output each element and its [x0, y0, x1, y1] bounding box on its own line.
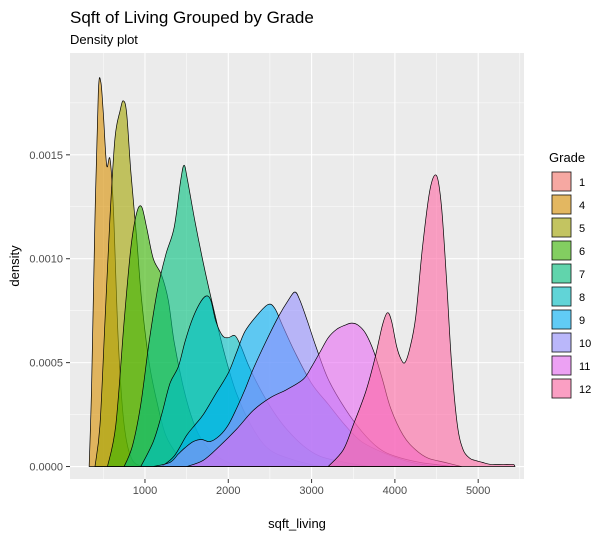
legend-label: 7 — [579, 269, 585, 281]
legend-label: 11 — [579, 361, 590, 373]
legend-item-grade-1: 1 — [551, 171, 585, 192]
legend-label: 6 — [579, 246, 585, 258]
legend-swatch — [551, 217, 572, 238]
legend-label: 1 — [579, 177, 585, 189]
y-tick-label: 0.0010 — [29, 254, 63, 266]
legend-item-grade-9: 9 — [551, 309, 585, 330]
x-tick-label: 2000 — [216, 485, 240, 497]
x-tick-label: 3000 — [299, 485, 323, 497]
legend-item-grade-6: 6 — [551, 240, 585, 261]
legend-item-grade-12: 12 — [551, 378, 591, 399]
legend-swatch — [551, 194, 572, 215]
x-axis-title: sqft_living — [268, 516, 326, 531]
y-axis: 0.0000 0.0005 0.0010 0.0015 — [29, 150, 70, 474]
y-tick-label: 0.0005 — [29, 358, 63, 370]
legend-label: 10 — [579, 338, 591, 350]
legend-item-grade-5: 5 — [551, 217, 585, 238]
legend-label: 8 — [579, 292, 585, 304]
legend-swatch — [551, 240, 572, 261]
legend-label: 5 — [579, 223, 585, 235]
legend-swatch — [551, 263, 572, 284]
legend-swatch — [551, 378, 572, 399]
legend-label: 4 — [579, 200, 585, 212]
chart-title: Sqft of Living Grouped by Grade — [70, 8, 314, 27]
density-area-grade-12 — [327, 174, 516, 467]
x-tick-label: 4000 — [383, 485, 407, 497]
legend-swatch — [551, 355, 572, 376]
legend-swatch — [551, 286, 572, 307]
chart-subtitle: Density plot — [70, 32, 138, 47]
legend-swatch — [551, 309, 572, 330]
y-tick-label: 0.0000 — [29, 462, 63, 474]
legend-swatch — [551, 332, 572, 353]
x-tick-label: 1000 — [133, 485, 157, 497]
legend: 1 4 5 6 7 8 9 10 11 12 — [551, 171, 591, 399]
density-areas — [88, 77, 516, 467]
legend-item-grade-4: 4 — [551, 194, 585, 215]
legend-item-grade-10: 10 — [551, 332, 591, 353]
legend-title: Grade — [549, 150, 585, 165]
legend-label: 12 — [579, 384, 591, 396]
legend-item-grade-7: 7 — [551, 263, 585, 284]
legend-label: 9 — [579, 315, 585, 327]
x-axis: 1000 2000 3000 4000 5000 — [133, 479, 490, 497]
x-tick-label: 5000 — [466, 485, 490, 497]
legend-item-grade-11: 11 — [551, 355, 590, 376]
legend-item-grade-8: 8 — [551, 286, 585, 307]
y-axis-title: density — [7, 245, 22, 287]
legend-swatch — [551, 171, 572, 192]
y-tick-label: 0.0015 — [29, 150, 63, 162]
